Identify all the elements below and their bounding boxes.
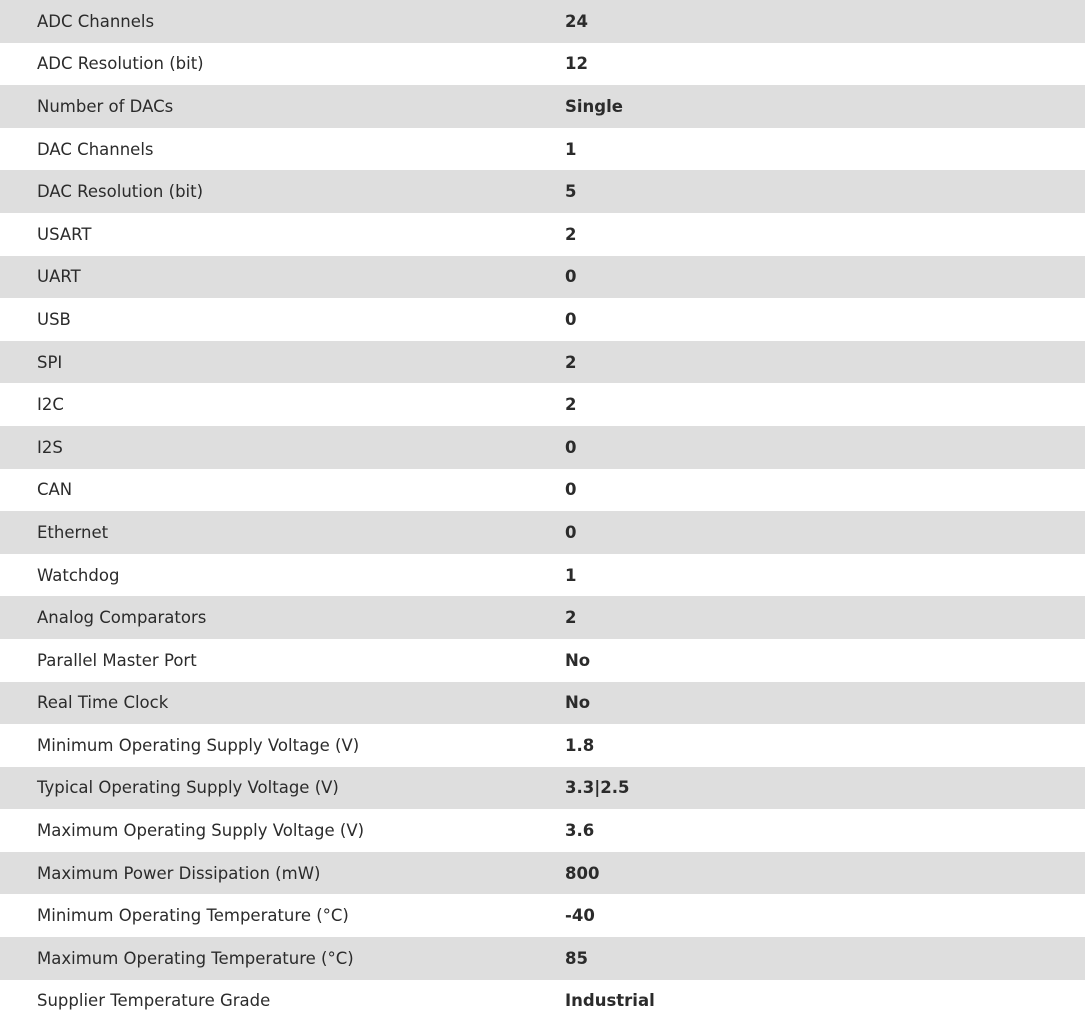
spec-value: 2: [565, 224, 577, 244]
spec-label: Parallel Master Port: [37, 650, 197, 670]
spec-value: No: [565, 650, 591, 670]
spec-value: 1: [565, 565, 577, 585]
table-row: SPI 2: [0, 340, 1085, 384]
spec-label: USART: [37, 224, 92, 244]
spec-label: ADC Resolution (bit): [37, 54, 204, 74]
table-row: ADC Channels 24: [0, 0, 1085, 43]
spec-value: -40: [565, 906, 595, 926]
table-row: Analog Comparators 2: [0, 596, 1085, 639]
spec-label: Real Time Clock: [37, 693, 169, 713]
spec-value: 0: [565, 309, 577, 329]
table-row: DAC Channels 1: [0, 127, 1085, 171]
table-row: Ethernet 0: [0, 511, 1085, 554]
spec-value: 3.6: [565, 821, 595, 841]
table-row: UART 0: [0, 255, 1085, 299]
spec-value: 24: [565, 11, 588, 31]
spec-value: 0: [565, 267, 577, 287]
spec-value: 0: [565, 522, 577, 542]
table-row: Supplier Temperature Grade Industrial: [0, 979, 1085, 1022]
spec-label: Analog Comparators: [37, 608, 207, 628]
spec-label: Watchdog: [37, 565, 120, 585]
table-row: Minimum Operating Supply Voltage (V) 1.8: [0, 724, 1085, 767]
table-row: Maximum Operating Temperature (°C) 85: [0, 937, 1085, 980]
table-row: Real Time Clock No: [0, 681, 1085, 725]
spec-label: CAN: [37, 480, 73, 500]
spec-value: 2: [565, 608, 577, 628]
spec-value: 85: [565, 948, 588, 968]
table-row: CAN 0: [0, 468, 1085, 512]
spec-value: 12: [565, 54, 588, 74]
spec-value: 800: [565, 863, 600, 883]
table-row: Typical Operating Supply Voltage (V) 3.3|…: [0, 766, 1085, 810]
spec-label: Maximum Operating Supply Voltage (V): [37, 821, 365, 841]
spec-value: 0: [565, 437, 577, 457]
table-row: DAC Resolution (bit) 5: [0, 170, 1085, 213]
spec-label: ADC Channels: [37, 11, 155, 31]
table-row: USART 2: [0, 212, 1085, 256]
spec-label: I2C: [37, 395, 64, 415]
table-row: Number of DACs Single: [0, 85, 1085, 128]
spec-label: Maximum Power Dissipation (mW): [37, 863, 321, 883]
table-row: USB 0: [0, 298, 1085, 341]
table-row: Minimum Operating Temperature (°C) -40: [0, 894, 1085, 938]
spec-label: Ethernet: [37, 522, 109, 542]
spec-label: Number of DACs: [37, 96, 174, 116]
spec-value: Industrial: [565, 991, 655, 1011]
spec-label: SPI: [37, 352, 63, 372]
spec-value: 5: [565, 182, 577, 202]
spec-label: Supplier Temperature Grade: [37, 991, 271, 1011]
spec-value: No: [565, 693, 591, 713]
table-row: Watchdog 1: [0, 553, 1085, 597]
spec-label: DAC Channels: [37, 139, 154, 159]
spec-value: 1.8: [565, 735, 595, 755]
table-row: I2S 0: [0, 425, 1085, 469]
spec-value: Single: [565, 96, 623, 116]
spec-label: UART: [37, 267, 81, 287]
spec-label: DAC Resolution (bit): [37, 182, 204, 202]
spec-label: Minimum Operating Supply Voltage (V): [37, 735, 360, 755]
table-row: Maximum Power Dissipation (mW) 800: [0, 851, 1085, 895]
spec-value: 1: [565, 139, 577, 159]
spec-label: Typical Operating Supply Voltage (V): [37, 778, 339, 798]
spec-value: 2: [565, 395, 577, 415]
spec-value: 2: [565, 352, 577, 372]
table-row: ADC Resolution (bit) 12: [0, 42, 1085, 86]
spec-label: USB: [37, 309, 71, 329]
spec-label: I2S: [37, 437, 63, 457]
spec-value: 0: [565, 480, 577, 500]
spec-label: Minimum Operating Temperature (°C): [37, 906, 349, 926]
table-row: I2C 2: [0, 383, 1085, 426]
spec-value: 3.3|2.5: [565, 778, 630, 798]
spec-label: Maximum Operating Temperature (°C): [37, 948, 354, 968]
table-row: Maximum Operating Supply Voltage (V) 3.6: [0, 809, 1085, 852]
table-row: Parallel Master Port No: [0, 638, 1085, 682]
